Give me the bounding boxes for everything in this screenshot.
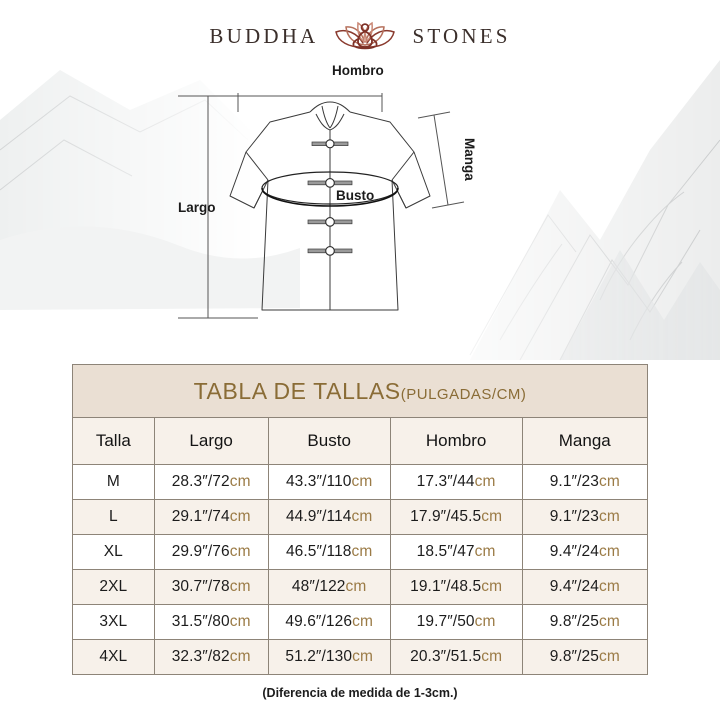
diagram-label-largo: Largo: [178, 200, 216, 215]
cell-manga: 9.8″/25cm: [521, 604, 649, 640]
cell-largo: 28.3″/72cm: [153, 464, 269, 500]
cell-talla: 3XL: [72, 604, 155, 640]
cell-hombro: 17.9″/45.5cm: [389, 499, 523, 535]
lotus-meditation-logo-icon: [335, 21, 396, 50]
cell-hombro: 18.5″/47cm: [389, 534, 523, 570]
column-header-busto: Busto: [267, 417, 391, 465]
garment-measurement-diagram: Hombro Busto Largo Manga: [150, 60, 570, 330]
diagram-label-busto: Busto: [336, 188, 375, 203]
cell-talla: 2XL: [72, 569, 155, 605]
column-header-manga: Manga: [521, 417, 649, 465]
cell-largo: 32.3″/82cm: [153, 639, 269, 675]
cell-busto: 46.5″/118cm: [267, 534, 391, 570]
table-row: 2XL 30.7″/78cm 48″/122cm 19.1″/48.5cm 9.…: [72, 569, 649, 605]
brand-word-left: BUDDHA: [209, 23, 319, 48]
cell-manga: 9.1″/23cm: [521, 499, 649, 535]
table-header-row: Talla Largo Busto Hombro Manga: [72, 417, 649, 465]
cell-largo: 29.1″/74cm: [153, 499, 269, 535]
cell-talla: M: [72, 464, 155, 500]
cell-busto: 51.2″/130cm: [267, 639, 391, 675]
cell-largo: 30.7″/78cm: [153, 569, 269, 605]
table-row: XL 29.9″/76cm 46.5″/118cm 18.5″/47cm 9.4…: [72, 534, 649, 570]
cell-hombro: 19.1″/48.5cm: [389, 569, 523, 605]
cell-manga: 9.4″/24cm: [521, 569, 649, 605]
table-row: M 28.3″/72cm 43.3″/110cm 17.3″/44cm 9.1″…: [72, 464, 649, 500]
column-header-largo: Largo: [153, 417, 269, 465]
cell-busto: 44.9″/114cm: [267, 499, 391, 535]
cell-talla: L: [72, 499, 155, 535]
cell-largo: 29.9″/76cm: [153, 534, 269, 570]
table-title: TABLA DE TALLAS(PULGADAS/CM): [72, 364, 648, 418]
cell-talla: XL: [72, 534, 155, 570]
cell-hombro: 19.7″/50cm: [389, 604, 523, 640]
table-row: 3XL 31.5″/80cm 49.6″/126cm 19.7″/50cm 9.…: [72, 604, 649, 640]
brand-logo: BUDDHA STONES: [0, 14, 720, 58]
cell-busto: 48″/122cm: [267, 569, 391, 605]
cell-hombro: 20.3″/51.5cm: [389, 639, 523, 675]
cell-talla: 4XL: [72, 639, 155, 675]
diagram-label-manga: Manga: [462, 138, 477, 181]
table-title-units: (PULGADAS/CM): [400, 385, 527, 403]
cell-manga: 9.4″/24cm: [521, 534, 649, 570]
column-header-talla: Talla: [72, 417, 155, 465]
size-chart-table: TABLA DE TALLAS(PULGADAS/CM) Talla Largo…: [72, 364, 649, 675]
table-row: L 29.1″/74cm 44.9″/114cm 17.9″/45.5cm 9.…: [72, 499, 649, 535]
measurement-tolerance-note: (Diferencia de medida de 1-3cm.): [262, 686, 458, 700]
cell-manga: 9.8″/25cm: [521, 639, 649, 675]
cell-hombro: 17.3″/44cm: [389, 464, 523, 500]
cell-busto: 49.6″/126cm: [267, 604, 391, 640]
table-row: 4XL 32.3″/82cm 51.2″/130cm 20.3″/51.5cm …: [72, 639, 649, 675]
cell-manga: 9.1″/23cm: [521, 464, 649, 500]
cell-largo: 31.5″/80cm: [153, 604, 269, 640]
table-title-row: TABLA DE TALLAS(PULGADAS/CM): [72, 364, 648, 418]
cell-busto: 43.3″/110cm: [267, 464, 391, 500]
diagram-label-hombro: Hombro: [332, 63, 384, 78]
table-title-main: TABLA DE TALLAS: [193, 377, 401, 404]
brand-word-right: STONES: [412, 23, 511, 48]
column-header-hombro: Hombro: [389, 417, 523, 465]
